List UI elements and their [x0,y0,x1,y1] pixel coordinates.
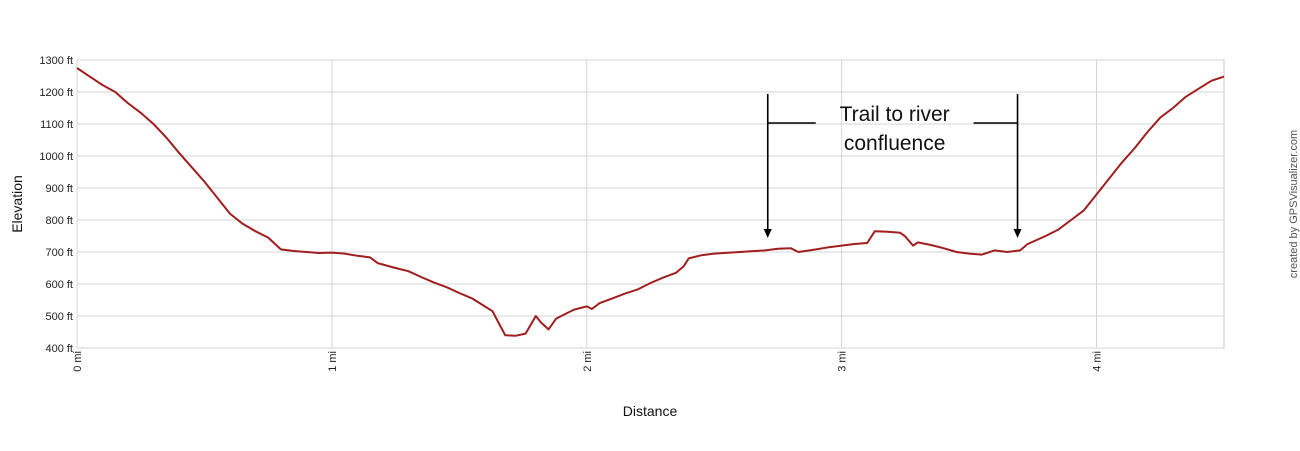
x-tick-label: 0 mi [72,351,84,372]
y-tick-label: 500 ft [45,311,73,323]
x-axis-label: Distance [623,403,678,419]
x-tick-label: 3 mi [837,351,849,372]
annotation-text-line-2: confluence [844,132,946,155]
annotation-group: Trail to river confluence [763,94,1022,238]
annotation-arrowhead-right [1013,229,1022,238]
y-tick-label: 800 ft [45,215,73,227]
grid [76,59,1225,349]
y-tick-label: 1000 ft [39,151,73,163]
y-tick-label: 700 ft [45,247,73,259]
series-layer [76,67,1225,337]
y-tick-label: 900 ft [45,183,73,195]
annotation-arrowhead-left [763,229,772,238]
axes: 400 ft 500 ft 600 ft 700 ft 800 ft 900 ft 1000… [39,55,1103,372]
y-axis-label: Elevation [9,175,25,233]
x-tick-label: 2 mi [582,351,594,372]
y-tick-label: 1100 ft [40,119,73,131]
y-tick-label: 1200 ft [39,87,73,99]
plot-frame [76,59,1225,349]
credit-text: created by GPSVisualizer.com [1288,130,1300,278]
y-tick-label: 1300 ft [39,55,73,67]
elevation-line [76,67,1225,337]
x-tick-label: 4 mi [1092,351,1104,372]
x-tick-label: 1 mi [327,351,339,372]
y-tick-label: 600 ft [45,279,73,291]
annotation-text-line-1: Trail to river [840,103,950,126]
y-tick-label: 400 ft [45,343,73,355]
